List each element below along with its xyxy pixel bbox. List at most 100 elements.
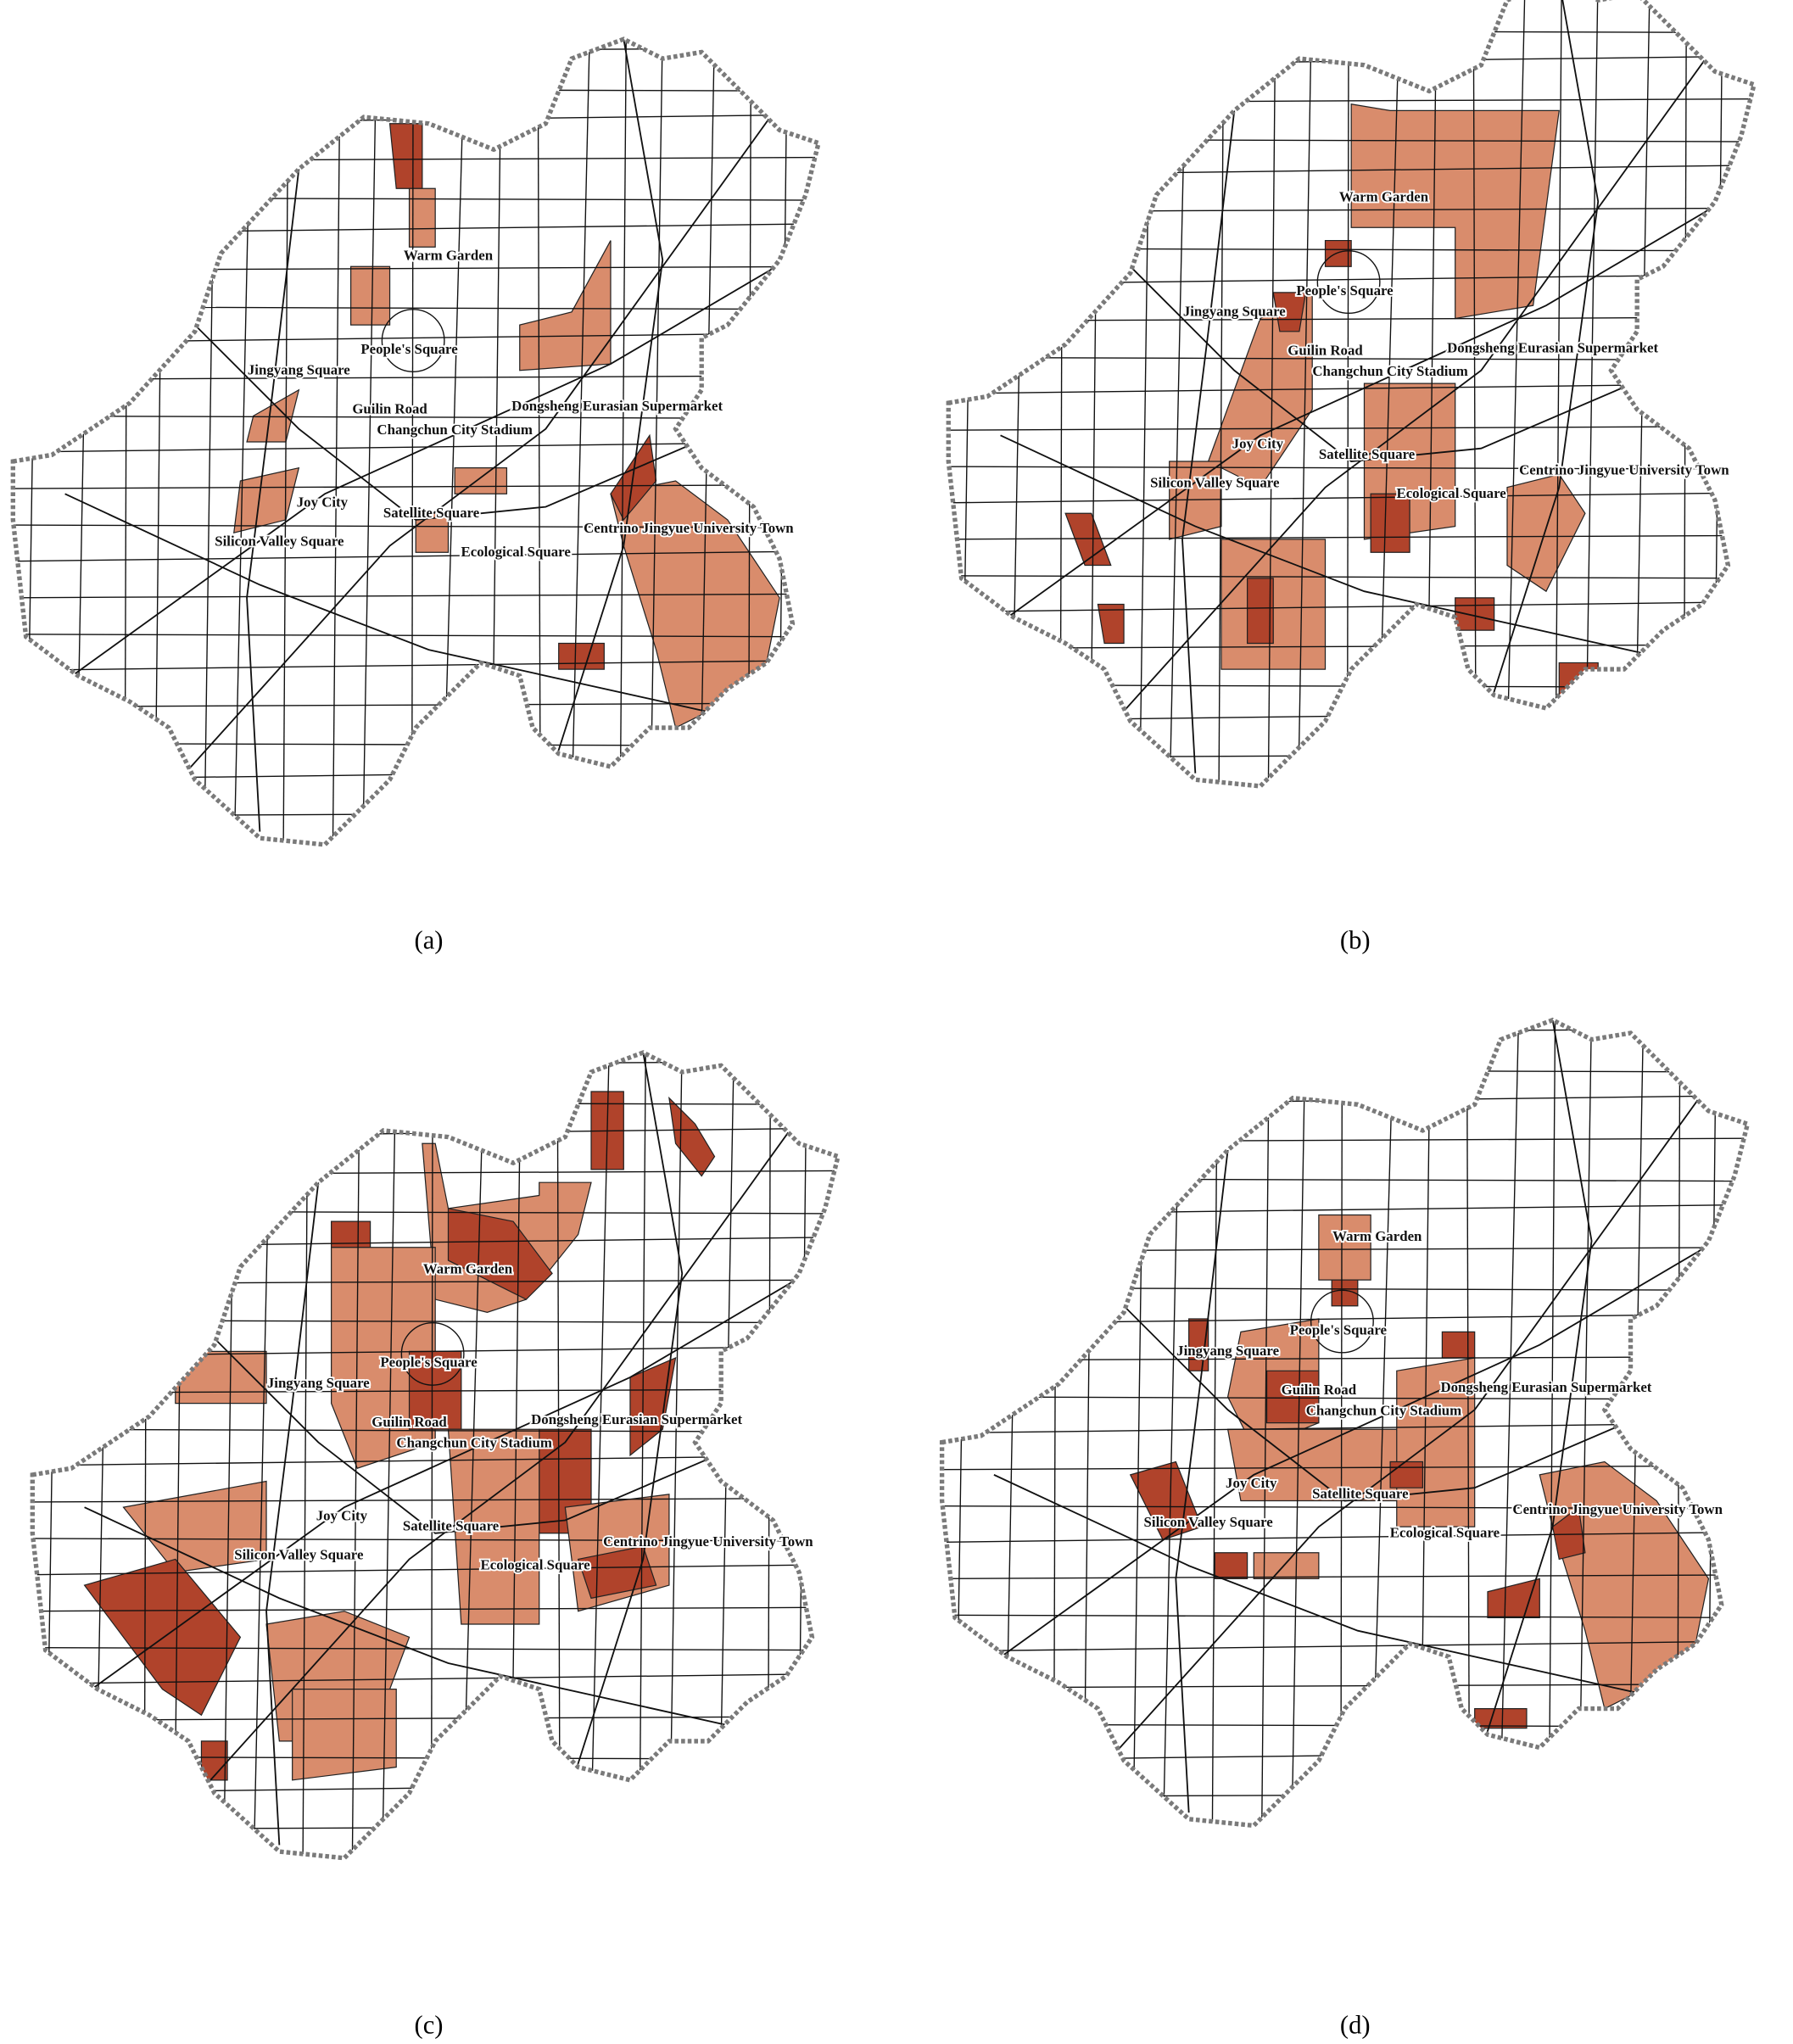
place-label: Warm Garden [1339, 189, 1429, 205]
road [1291, 1019, 1307, 1826]
district-fill [1272, 292, 1307, 332]
city-boundary [30, 1050, 841, 1861]
road [941, 1749, 1748, 1762]
road [1123, 1305, 1657, 1502]
road [537, 39, 541, 845]
road [936, 794, 1767, 796]
place-label: Ecological Square [1396, 485, 1506, 501]
place-label: Satellite Square [383, 505, 480, 521]
place-label: Satellite Square [1312, 1485, 1409, 1501]
road [556, 1052, 561, 1858]
place-label: Changchun City Stadium [1312, 363, 1467, 379]
road [13, 702, 819, 708]
place-label: Guilin Road [1282, 1382, 1357, 1398]
road [84, 1506, 800, 1742]
road [13, 811, 819, 817]
road [1763, 0, 1775, 813]
panel-caption: (a) [415, 925, 444, 954]
road [941, 1214, 1748, 1710]
district-fill [292, 1689, 397, 1781]
place-label: Dongsheng Eurasian Supermarket [531, 1411, 742, 1427]
place-label: Centrino Jingyue University Town [1512, 1501, 1723, 1517]
road [1297, 0, 1313, 786]
place-label: Joy City [297, 494, 349, 511]
ring-road [381, 309, 445, 372]
road [948, 710, 1755, 723]
road [941, 1683, 1748, 1689]
road [638, 1052, 647, 1858]
city-boundary [946, 0, 1757, 789]
place-label: Guilin Road [371, 1414, 447, 1430]
district-fill [454, 467, 508, 494]
road [948, 492, 1755, 504]
road [948, 752, 1755, 758]
map-content [936, 0, 1775, 813]
road [948, 684, 1755, 689]
district-fill [415, 512, 450, 553]
district-fill [447, 1208, 553, 1300]
road [948, 644, 1755, 650]
city-area [948, 0, 1755, 786]
road [847, 1040, 859, 1885]
place-label: Centrino Jingyue University Town [584, 520, 794, 536]
place-label: Joy City [316, 1507, 368, 1523]
road [32, 1646, 839, 1651]
panel-caption: (c) [415, 2011, 444, 2040]
district-fill [1324, 239, 1352, 267]
road [32, 1606, 839, 1612]
district-fill [1214, 1552, 1248, 1580]
place-label: Centrino Jingyue University Town [1519, 461, 1729, 477]
road [32, 1716, 839, 1722]
road [194, 324, 729, 521]
road [32, 1673, 839, 1685]
road [13, 659, 819, 672]
place-label: Changchun City Stadium [396, 1435, 551, 1451]
city-boundary [10, 36, 822, 847]
place-label: Silicon Valley Square [234, 1546, 364, 1562]
district-fill [1246, 578, 1274, 645]
place-label: People's Square [1290, 1321, 1388, 1338]
place-label: Ecological Square [480, 1557, 590, 1573]
map-content [13, 26, 840, 871]
road [1505, 0, 1527, 786]
road [1548, 1019, 1556, 1826]
district-fill [1253, 1552, 1320, 1580]
road [1346, 0, 1349, 786]
ring-road [400, 1321, 465, 1386]
district-fill [408, 187, 436, 248]
road [13, 233, 819, 729]
district-fill [1318, 1214, 1371, 1281]
map-panel: Warm Garden People's Square Jingyang Squar… [936, 0, 1775, 813]
road [1467, 0, 1600, 773]
road [1461, 1019, 1593, 1813]
road [430, 1052, 433, 1858]
road [13, 768, 819, 780]
road [155, 103, 780, 807]
place-label: Silicon Valley Square [215, 533, 344, 550]
district-fill [1331, 1279, 1359, 1307]
place-label: Changchun City Stadium [377, 422, 532, 438]
road [265, 1182, 320, 1846]
road [1000, 434, 1716, 670]
district-fill [1265, 1370, 1320, 1424]
road [1340, 1019, 1343, 1826]
road [828, 26, 840, 871]
road [32, 1782, 839, 1794]
road [948, 534, 1755, 540]
road [941, 1465, 1748, 1471]
road [941, 1574, 1748, 1580]
place-label: Silicon Valley Square [1144, 1514, 1274, 1530]
district-fill [1551, 1506, 1586, 1561]
road [32, 1497, 839, 1503]
map-panel: Warm Garden People's Square Jingyang Squar… [939, 1007, 1768, 1851]
road [175, 1117, 800, 1820]
road [1757, 1007, 1768, 1851]
place-label: Changchun City Stadium [1306, 1402, 1461, 1418]
road [589, 1052, 611, 1858]
road [381, 1052, 397, 1858]
place-label: Silicon Valley Square [1150, 475, 1280, 491]
place-label: Warm Garden [423, 1260, 513, 1276]
panel-caption: (d) [1340, 2011, 1371, 2040]
